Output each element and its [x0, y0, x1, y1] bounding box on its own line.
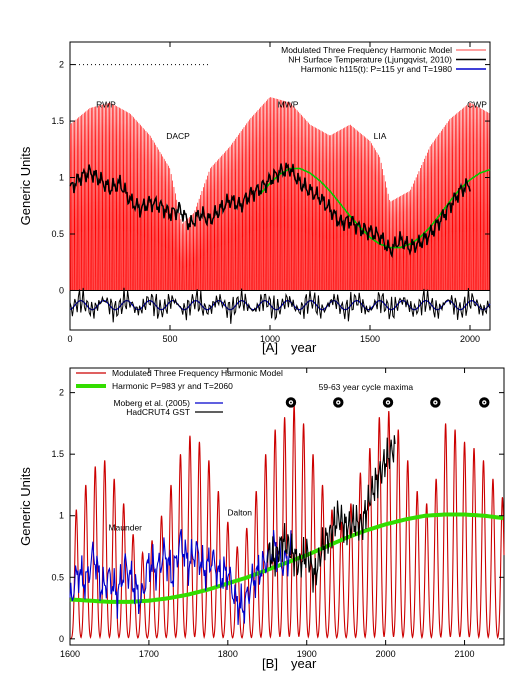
panel-b-cycle-maxima-markers — [285, 397, 490, 408]
panel-b-hadcrut-line — [266, 435, 396, 593]
panel-b-harmonic-line — [69, 512, 504, 604]
annotation-label: 59-63 year cycle maxima — [319, 382, 414, 392]
annotation-label: LIA — [374, 131, 387, 141]
annotation-label: DACP — [166, 131, 190, 141]
panel-b-model-line — [69, 404, 505, 640]
x-tick-label: 1000 — [260, 334, 280, 344]
cycle-maximum-marker-dot — [290, 401, 292, 404]
panel-b-annotations: Maunder Dalton 59-63 year cycle maxima — [108, 382, 413, 532]
panel-b-frame — [69, 367, 505, 646]
legend-label: Modulated Three Frequency Harmonic Model — [112, 368, 283, 378]
cycle-maximum-marker-dot — [337, 401, 340, 404]
y-tick-label: 0.5 — [51, 572, 64, 582]
panel-a-label: [A] — [262, 340, 278, 355]
x-tick-label: 500 — [162, 334, 177, 344]
x-tick-label: 1600 — [60, 649, 80, 659]
x-tick-label: 1700 — [139, 649, 159, 659]
x-tick-label: 2000 — [376, 649, 396, 659]
annotation-label: RWP — [96, 100, 116, 110]
x-tick-label: 1500 — [360, 334, 380, 344]
annotation-label: CWP — [467, 100, 487, 110]
panel-a-green-line — [259, 167, 491, 249]
panel-a-x-axis-label: year — [291, 340, 317, 355]
annotation-label: MWP — [278, 100, 299, 110]
panel-a: 0 500 1000 1500 2000 0 0.5 1 1.5 2 RWP DACP MWP LIA C… — [18, 41, 491, 355]
panel-a-model-line — [69, 97, 490, 291]
panel-a-temperature-line — [69, 162, 471, 259]
panel-a-model-series — [69, 97, 490, 291]
legend-label: HadCRUT4 GST — [126, 407, 190, 417]
panel-b-label: [B] — [262, 656, 278, 671]
legend-label: Moberg et al. (2005) — [113, 398, 190, 408]
panel-a-temperature-series — [69, 162, 471, 259]
legend-label: Modulated Three Frequency Harmonic Model — [281, 45, 452, 55]
panel-a-harmonic-strip — [69, 287, 491, 324]
x-tick-label: 2000 — [460, 334, 480, 344]
panel-b-model-series — [69, 404, 505, 640]
y-tick-label: 0 — [59, 634, 64, 644]
panel-a-legend: Modulated Three Frequency Harmonic Model… — [281, 45, 486, 74]
y-tick-label: 2 — [59, 60, 64, 70]
panel-b-ticks: 1600 1700 1800 1900 2000 2100 0 0.5 1 1.5 2 — [51, 368, 504, 659]
panel-a-temperature-strip-line — [69, 287, 491, 324]
x-tick-label: 2100 — [455, 649, 475, 659]
panel-a-harmonic-strip-line — [69, 299, 491, 311]
annotation-label: Dalton — [227, 508, 252, 518]
y-tick-label: 0 — [59, 285, 64, 295]
x-tick-label: 1800 — [218, 649, 238, 659]
panel-b-legend: Modulated Three Frequency Harmonic Model… — [76, 368, 283, 417]
legend-label: NH Surface Temperature (Ljungqvist, 2010… — [288, 55, 452, 65]
panel-b-x-axis-label: year — [291, 656, 317, 671]
panel-b: 1600 1700 1800 1900 2000 2100 0 0.5 1 1.5 2 Maunde… — [18, 367, 505, 671]
y-tick-label: 1 — [59, 173, 64, 183]
panel-a-annotations: RWP DACP MWP LIA CWP — [96, 100, 487, 142]
y-tick-label: 1 — [59, 511, 64, 521]
panel-a-y-axis-label: Generic Units — [18, 146, 33, 225]
annotation-label: Maunder — [108, 523, 142, 533]
y-tick-label: 0.5 — [51, 229, 64, 239]
panel-b-moberg-line — [69, 528, 292, 625]
legend-label: Harmonic P=983 yr and T=2060 — [112, 381, 233, 391]
panel-b-y-axis-label: Generic Units — [18, 467, 33, 546]
y-tick-label: 1.5 — [51, 449, 64, 459]
panel-b-hadcrut-series — [266, 435, 396, 593]
panel-a-ticks: 0 500 1000 1500 2000 0 0.5 1 1.5 2 — [51, 42, 490, 344]
cycle-maximum-marker-dot — [387, 401, 389, 404]
cycle-maximum-marker-dot — [483, 401, 486, 404]
panel-b-moberg-series — [69, 528, 292, 625]
cycle-maximum-marker-dot — [434, 401, 437, 404]
y-tick-label: 1.5 — [51, 116, 64, 126]
panel-a-green-curve — [259, 167, 491, 249]
x-tick-label: 0 — [67, 334, 72, 344]
panel-b-harmonic-series — [69, 512, 504, 604]
legend-label: Harmonic h115(t): P=115 yr and T=1980 — [301, 64, 452, 74]
x-tick-label: 1900 — [297, 649, 317, 659]
y-tick-label: 2 — [59, 388, 64, 398]
